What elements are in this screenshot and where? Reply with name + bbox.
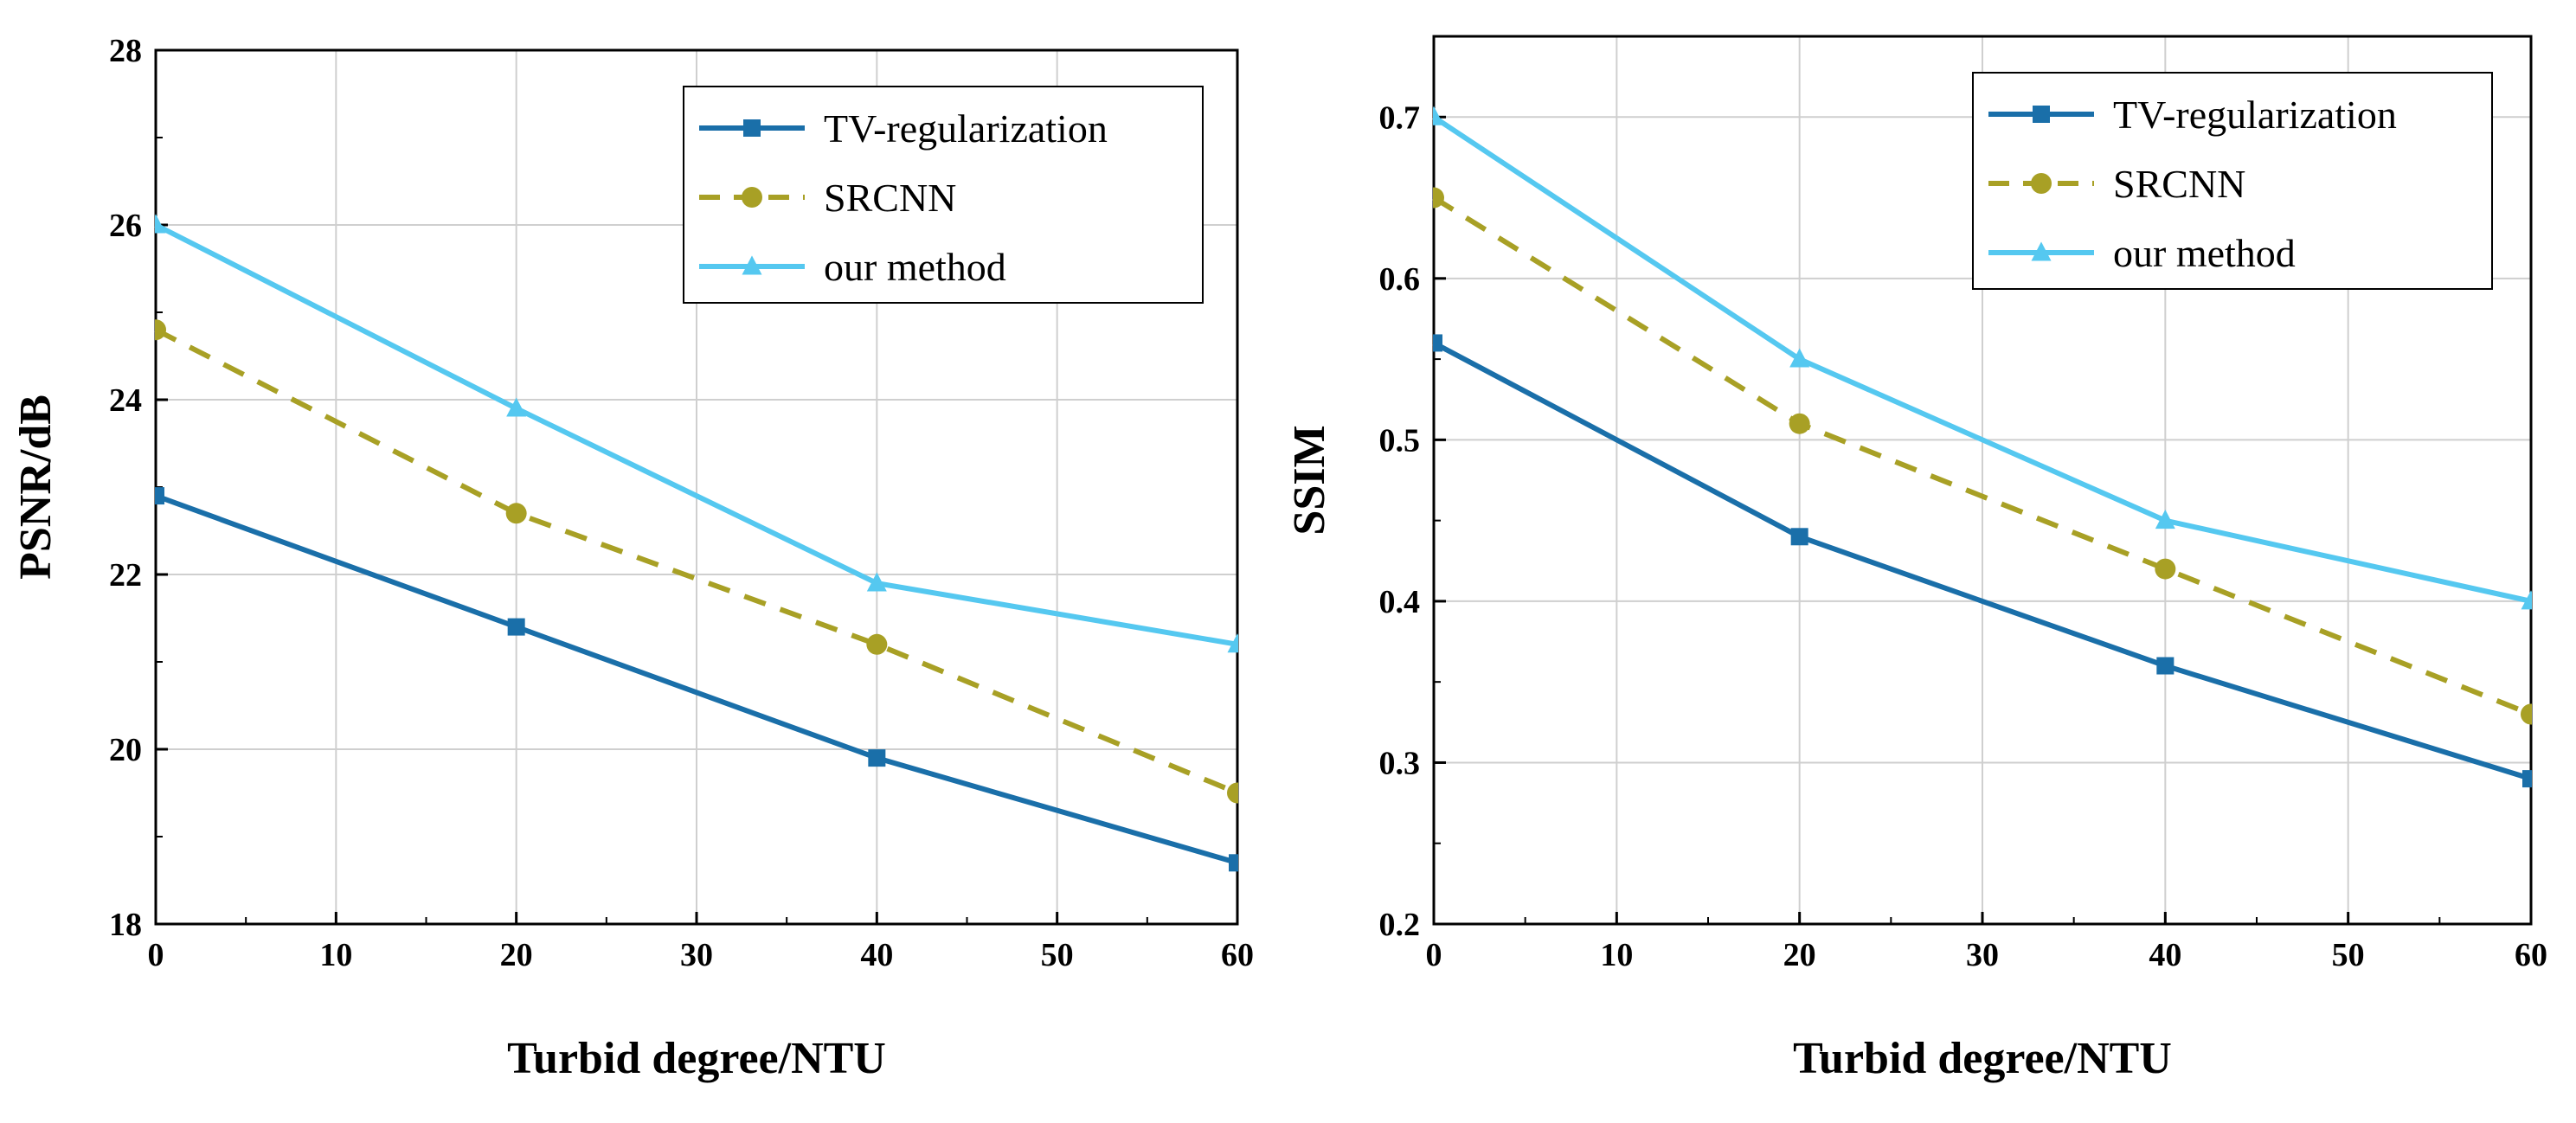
marker-square [868,749,886,767]
legend: TV-regularization SRCNN our method [683,86,1204,304]
series-tv-regularization [154,487,1238,872]
marker-circle [1433,187,1444,209]
series-line [154,493,1238,866]
series-line [1432,195,2533,717]
marker-triangle [2521,590,2532,610]
marker-triangle [1227,633,1238,653]
marker-square [1229,854,1238,872]
series-markers [1433,106,2532,610]
y-tick-label: 0.2 [1379,907,1421,943]
legend-label: our method [2113,231,2296,275]
series-line [154,222,1238,647]
marker-square [2522,770,2532,788]
legend-label: TV-regularization [2113,93,2397,137]
x-tick-label: 40 [860,937,893,973]
x-axis-title: Turbid degree/NTU [507,1034,886,1083]
marker-triangle [866,572,887,592]
series-markers [155,487,1238,872]
marker-circle [155,319,166,341]
axis-ticks [1432,115,2533,926]
series-markers [155,319,1238,804]
series-markers [1433,334,2532,788]
x-tick-label: 10 [319,937,352,973]
marker-triangle [742,255,762,275]
x-tick-label: 30 [1966,937,1999,973]
series-our-method [154,214,1238,653]
marker-circle [2521,703,2532,725]
x-tick-label: 60 [2515,937,2547,973]
axis-ticks [154,48,1239,926]
series-line [154,327,1239,796]
marker-triangle [2155,510,2175,529]
marker-square [743,119,761,137]
x-tick-label: 40 [2149,937,2181,973]
y-tick-label: 0.6 [1379,261,1421,298]
x-axis-title: Turbid degree/NTU [1793,1034,2172,1083]
series-tv-regularization [1432,334,2532,788]
marker-square [1790,528,1808,546]
x-tick-label: 10 [1600,937,1633,973]
y-tick-label: 0.4 [1379,584,1421,620]
legend-label: SRCNN [824,176,956,220]
marker-circle [866,633,888,655]
series-line [1432,340,2532,781]
marker-circle [2155,558,2176,580]
legend-label: SRCNN [2113,162,2245,206]
x-tick-label: 20 [500,937,533,973]
y-axis-title: SSIM [1285,425,1334,535]
legend-label: TV-regularization [824,106,1108,151]
chart-panel-1: 0 10 20 30 40 50 60 18 20 22 24 26 28 Turbid degree/N… [11,33,1254,1083]
series-srcnn [1432,187,2533,725]
series-our-method [1432,106,2532,610]
x-tick-label: 60 [1221,937,1254,973]
series-line [1432,114,2532,604]
chart-panel-2: 0 10 20 30 40 50 60 0.2 0.3 0.4 0.5 0.6 0.7 Turbid de… [1285,35,2547,1083]
y-tick-label: 22 [109,557,142,594]
y-tick-label: 28 [109,33,142,69]
series-srcnn [154,319,1239,804]
marker-triangle [1433,106,1444,125]
x-tick-label: 0 [148,937,164,973]
x-tick-label: 0 [1426,937,1442,973]
y-tick-label: 20 [109,732,142,768]
legend: TV-regularization SRCNN our method [1972,72,2493,290]
y-axis-title: PSNR/dB [11,395,61,580]
marker-circle [1227,782,1238,804]
marker-circle [2031,173,2052,194]
marker-triangle [1789,348,1810,368]
x-tick-label: 50 [1041,937,1074,973]
marker-square [2156,657,2175,675]
marker-triangle [155,214,166,234]
y-tick-label: 18 [109,907,142,943]
marker-circle [1789,413,1810,434]
y-tick-label: 26 [109,208,142,244]
x-tick-label: 30 [680,937,713,973]
marker-circle [742,187,762,208]
marker-triangle [506,397,527,417]
x-tick-label: 50 [2332,937,2365,973]
marker-square [507,618,525,636]
marker-square [155,487,164,505]
y-tick-label: 24 [109,382,142,419]
marker-triangle [2031,241,2052,261]
marker-circle [505,503,527,524]
series-markers [1433,187,2532,725]
y-tick-label: 0.5 [1379,422,1421,459]
legend-label: our method [824,245,1006,289]
y-tick-label: 0.7 [1379,99,1421,136]
marker-square [1433,334,1442,352]
series-markers [155,214,1238,653]
x-tick-label: 20 [1783,937,1816,973]
marker-square [2033,106,2050,123]
y-tick-label: 0.3 [1379,745,1421,781]
